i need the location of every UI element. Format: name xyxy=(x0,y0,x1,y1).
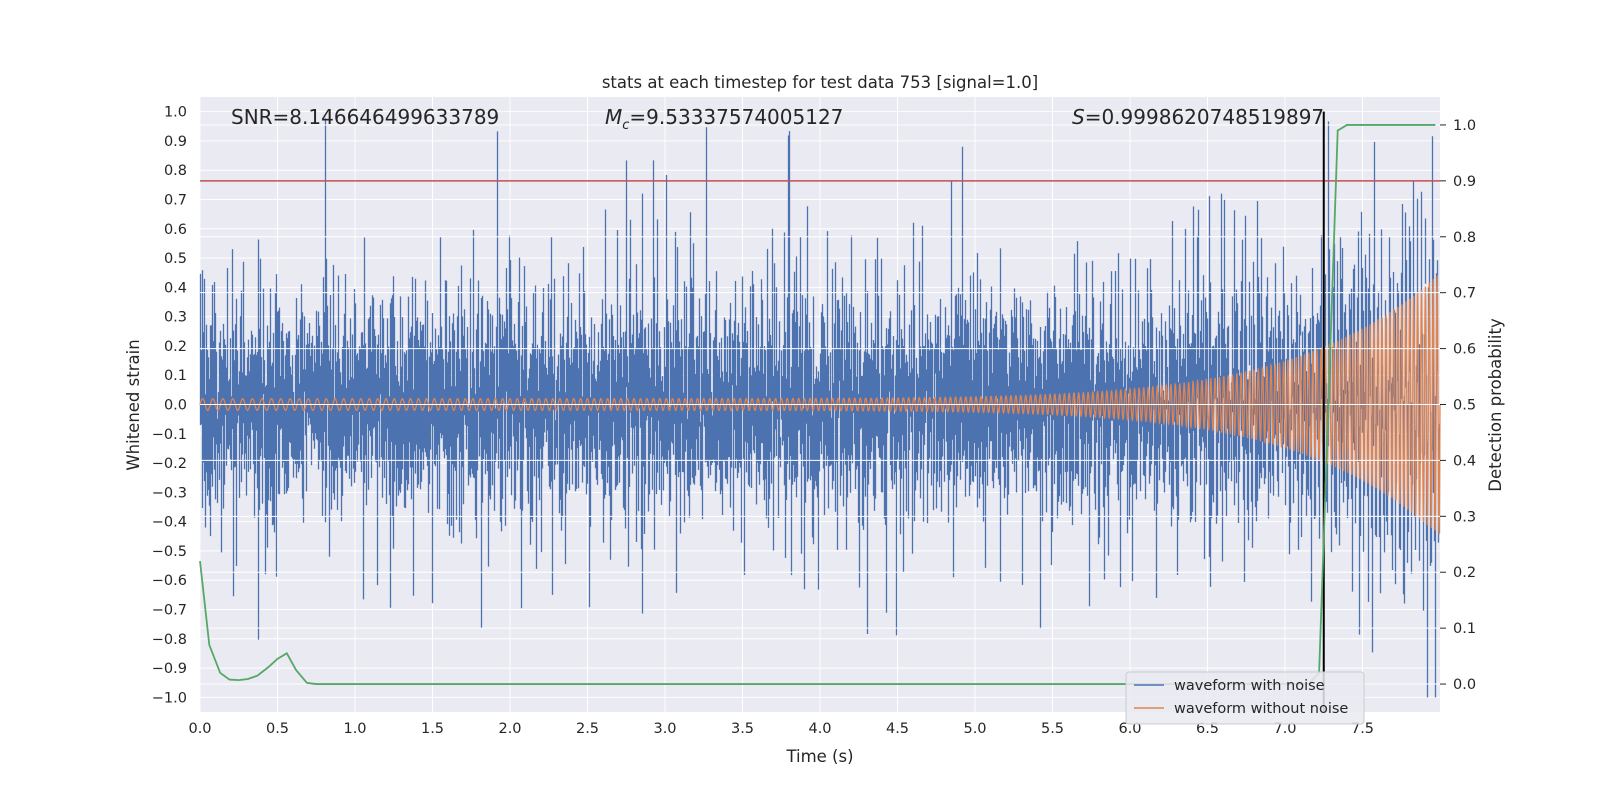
x-tick-label: 7.5 xyxy=(1351,721,1374,737)
y-tick-label: −0.2 xyxy=(152,456,187,472)
y2-tick-label: 0.8 xyxy=(1453,230,1476,246)
y2-tick-label: 0.9 xyxy=(1453,174,1476,190)
x-tick-label: 3.0 xyxy=(653,721,676,737)
series-waveform-with-noise xyxy=(199,118,1441,698)
y2-axis-label: Detection probability xyxy=(1486,318,1505,492)
y-tick-label: 0.9 xyxy=(164,134,187,150)
y-tick-label: 0.2 xyxy=(164,339,187,355)
y2-tick-label: 0.1 xyxy=(1453,621,1476,637)
noise-waveform-line xyxy=(199,118,1441,698)
x-tick-label: 4.0 xyxy=(808,721,831,737)
y2-tick-label: 0.7 xyxy=(1453,286,1476,302)
y-tick-label: 0.1 xyxy=(164,368,187,384)
chirp-mass-symbol: M xyxy=(605,105,622,129)
statistic-value: =0.9998620748519897 xyxy=(1085,105,1324,129)
x-tick-label: 3.5 xyxy=(731,721,754,737)
y2-tick-label: 0.4 xyxy=(1453,453,1476,469)
detection-probability-line xyxy=(199,124,1436,685)
y2-tick-label: 1.0 xyxy=(1453,118,1476,134)
y2-tick-label: 0.6 xyxy=(1453,342,1476,358)
y-tick-label: −0.6 xyxy=(152,573,187,589)
statistic-annotation: S=0.9998620748519897 xyxy=(1072,105,1324,129)
chirp-mass-annotation: Mc=9.53337574005127 xyxy=(605,105,843,133)
axes: 0.0 0.5 1.0 1.5 2.0 2.5 3.0 3.5 4.0 4.5 5.0 5.5 6.0 6… xyxy=(152,105,1476,737)
y2-tick-label: 0.3 xyxy=(1453,509,1476,525)
y2-tick-label: 0.5 xyxy=(1453,398,1476,414)
y-axis-label: Whitened strain xyxy=(124,339,143,470)
y-tick-label: −0.4 xyxy=(152,515,187,531)
x-tick-label: 0.5 xyxy=(266,721,289,737)
x-tick-label: 1.5 xyxy=(421,721,444,737)
x-tick-label: 1.0 xyxy=(343,721,366,737)
y-tick-label: 0.3 xyxy=(164,310,187,326)
x-tick-label: 4.5 xyxy=(886,721,909,737)
x-tick-label: 7.0 xyxy=(1273,721,1296,737)
legend-box xyxy=(1125,671,1365,725)
x-tick-label: 0.0 xyxy=(188,721,211,737)
series-detection-probability xyxy=(199,124,1436,685)
y-tick-label: 0.0 xyxy=(164,398,187,414)
y-tick-label: −0.1 xyxy=(152,427,187,443)
y-tick-label: −0.3 xyxy=(152,485,187,501)
y2-tick-label: 0.2 xyxy=(1453,565,1476,581)
x-tick-label: 2.0 xyxy=(498,721,521,737)
y-tick-label: −0.7 xyxy=(152,603,187,619)
chart-title: stats at each timestep for test data 753… xyxy=(602,73,1038,92)
y-tick-label: 0.4 xyxy=(164,280,187,296)
chirp-mass-subscript: c xyxy=(622,118,629,133)
y-tick-label: 0.7 xyxy=(164,193,187,209)
x-axis-label: Time (s) xyxy=(785,747,853,766)
y-tick-label: 0.6 xyxy=(164,222,187,238)
y-tick-label: −0.5 xyxy=(152,544,187,560)
legend-label-noise: waveform with noise xyxy=(1174,678,1325,694)
y-tick-label: −0.9 xyxy=(152,661,187,677)
y-tick-label: 0.8 xyxy=(164,163,187,179)
plot-area xyxy=(199,97,1441,712)
chirp-mass-value: =9.53337574005127 xyxy=(629,105,843,129)
x-tick-label: 6.5 xyxy=(1196,721,1219,737)
y2-tick-label: 0.0 xyxy=(1453,677,1476,693)
y-tick-label: 0.5 xyxy=(164,251,187,267)
y-tick-label: −1.0 xyxy=(152,690,187,706)
y-tick-label: 1.0 xyxy=(164,105,187,121)
x-tick-label: 5.5 xyxy=(1041,721,1064,737)
snr-annotation: SNR=8.146646499633789 xyxy=(231,105,499,129)
statistic-symbol: S xyxy=(1072,105,1085,129)
x-tick-label: 5.0 xyxy=(963,721,986,737)
x-tick-label: 6.0 xyxy=(1118,721,1141,737)
x-tick-label: 2.5 xyxy=(576,721,599,737)
y-tick-label: −0.8 xyxy=(152,632,187,648)
legend: waveform with noise waveform without noi… xyxy=(1125,671,1365,725)
legend-label-clean: waveform without noise xyxy=(1174,701,1348,717)
